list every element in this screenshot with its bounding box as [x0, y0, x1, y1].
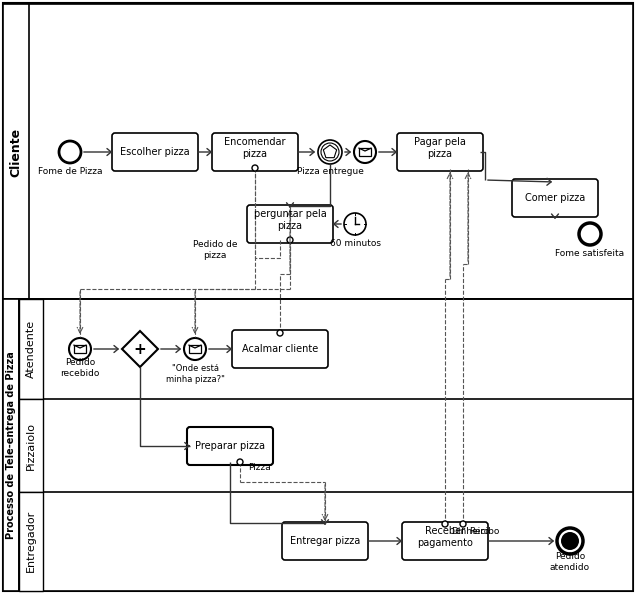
Text: Pizzaiolo: Pizzaiolo: [26, 422, 36, 470]
Polygon shape: [122, 331, 158, 367]
Text: Entregar pizza: Entregar pizza: [290, 536, 360, 546]
FancyBboxPatch shape: [187, 427, 273, 465]
Bar: [19, 299, 43, 591]
Text: Pedido
recebido: Pedido recebido: [60, 358, 100, 378]
Circle shape: [579, 223, 601, 245]
Text: Recibo: Recibo: [469, 527, 499, 536]
Text: Cliente: Cliente: [10, 128, 22, 176]
Circle shape: [287, 237, 293, 243]
Circle shape: [442, 521, 448, 527]
Text: Processo de Tele-entrega de Pizza: Processo de Tele-entrega de Pizza: [6, 351, 16, 539]
Bar: [19, 492, 43, 591]
Circle shape: [184, 338, 206, 360]
Text: Acalmar cliente: Acalmar cliente: [242, 344, 318, 354]
FancyBboxPatch shape: [112, 133, 198, 171]
Text: Receber
pagamento: Receber pagamento: [417, 526, 473, 548]
FancyBboxPatch shape: [397, 133, 483, 171]
Text: Pedido
atendido: Pedido atendido: [550, 552, 590, 571]
Text: Comer pizza: Comer pizza: [525, 193, 585, 203]
Circle shape: [557, 528, 583, 554]
Circle shape: [69, 338, 91, 360]
FancyBboxPatch shape: [402, 522, 488, 560]
Circle shape: [561, 532, 579, 550]
Circle shape: [354, 141, 376, 163]
Text: perguntar pela
pizza: perguntar pela pizza: [254, 209, 326, 231]
Text: Fome de Pizza: Fome de Pizza: [38, 166, 102, 175]
Circle shape: [460, 521, 466, 527]
Bar: [3, 4, 29, 299]
Bar: [19, 299, 43, 399]
Text: +: +: [134, 342, 146, 356]
Polygon shape: [323, 145, 336, 157]
Circle shape: [59, 141, 81, 163]
FancyBboxPatch shape: [247, 205, 333, 243]
Text: "Onde está
minha pizza?": "Onde está minha pizza?": [165, 364, 225, 384]
Bar: [3, 299, 19, 591]
Text: Entregador: Entregador: [26, 510, 36, 572]
Text: Pagar pela
pizza: Pagar pela pizza: [414, 137, 466, 159]
Bar: [3, 4, 633, 299]
Text: Preparar pizza: Preparar pizza: [195, 441, 265, 451]
FancyBboxPatch shape: [282, 522, 368, 560]
Bar: [189, 345, 201, 353]
Bar: [74, 345, 86, 353]
Circle shape: [321, 143, 339, 161]
Circle shape: [318, 140, 342, 164]
Circle shape: [344, 213, 366, 235]
FancyBboxPatch shape: [512, 179, 598, 217]
Circle shape: [237, 459, 243, 465]
Bar: [19, 399, 43, 492]
Text: Pizza entregue: Pizza entregue: [296, 166, 363, 175]
Text: Fome satisfeita: Fome satisfeita: [555, 248, 625, 258]
Bar: [3, 299, 633, 591]
Circle shape: [252, 165, 258, 171]
Bar: [359, 148, 371, 156]
Text: Pedido de
pizza: Pedido de pizza: [193, 241, 237, 260]
Circle shape: [277, 330, 283, 336]
Text: Atendente: Atendente: [26, 320, 36, 378]
Text: Pizza: Pizza: [248, 463, 271, 472]
FancyBboxPatch shape: [212, 133, 298, 171]
FancyBboxPatch shape: [232, 330, 328, 368]
Text: Dinheiro: Dinheiro: [451, 527, 489, 536]
Text: Encomendar
pizza: Encomendar pizza: [225, 137, 286, 159]
Text: Escolher pizza: Escolher pizza: [120, 147, 190, 157]
Text: 60 minutos: 60 minutos: [329, 239, 380, 248]
